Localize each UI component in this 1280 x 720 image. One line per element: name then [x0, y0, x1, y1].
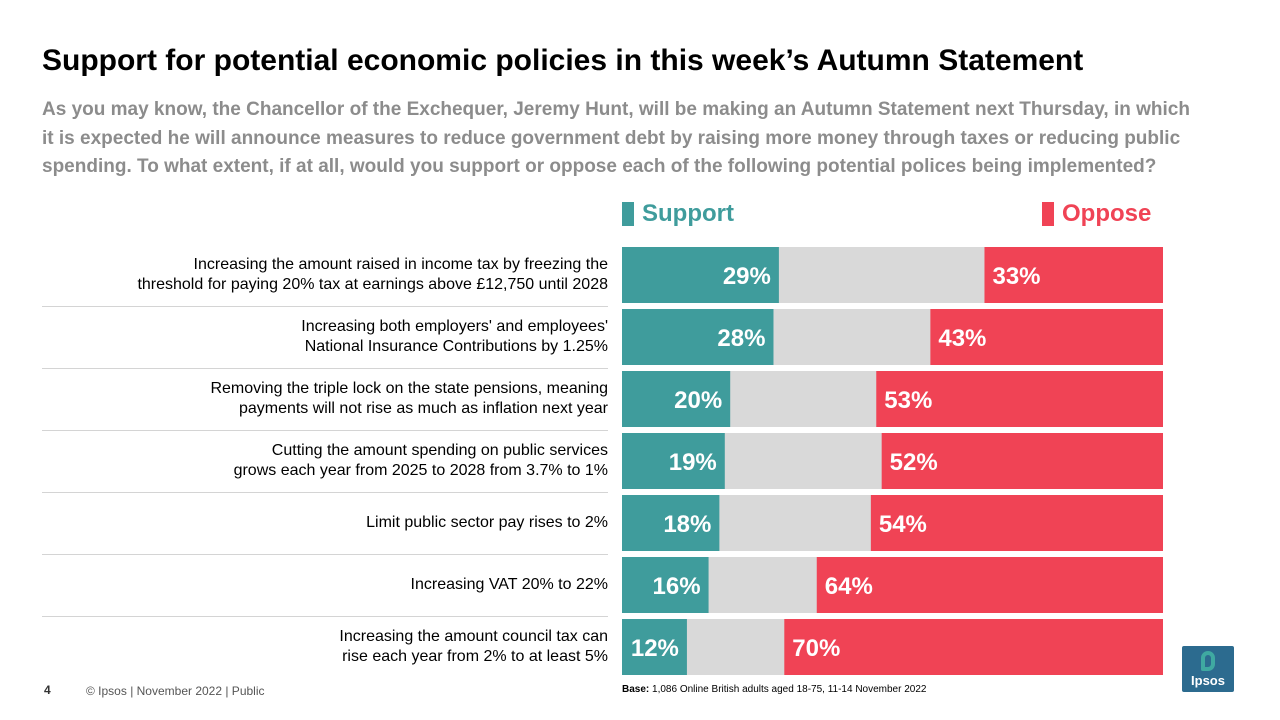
row-separator — [42, 430, 608, 431]
data-label-support: 16% — [653, 573, 701, 600]
base-text: 1,086 Online British adults aged 18-75, … — [652, 684, 927, 695]
question-text: As you may know, the Chancellor of the E… — [42, 99, 1190, 177]
data-label-oppose: 43% — [938, 325, 986, 352]
bar-support — [622, 557, 709, 613]
legend-label-support: Support — [642, 200, 734, 227]
category-label: Cutting the amount spending on public se… — [233, 442, 608, 479]
data-label-support: 29% — [723, 263, 771, 290]
legend-label-oppose: Oppose — [1062, 200, 1152, 227]
row-separator — [42, 492, 608, 493]
data-label-oppose: 70% — [792, 635, 840, 662]
bar-support — [622, 619, 687, 675]
row-separator — [42, 554, 608, 555]
copyright-text: © Ipsos | November 2022 | Public — [86, 684, 265, 698]
data-label-oppose: 64% — [825, 573, 873, 600]
legend-swatch-oppose — [1042, 202, 1054, 226]
data-label-support: 19% — [669, 449, 717, 476]
base-label: Base: — [622, 684, 650, 695]
row-separator — [42, 368, 608, 369]
data-label-oppose: 33% — [992, 263, 1040, 290]
legend-swatch-support — [622, 202, 634, 226]
data-label-oppose: 54% — [879, 511, 927, 538]
data-label-support: 20% — [674, 387, 722, 414]
data-label-support: 18% — [663, 511, 711, 538]
bar-oppose — [881, 433, 1163, 489]
bar-oppose — [984, 247, 1163, 303]
bar-oppose — [816, 557, 1163, 613]
category-label: Removing the triple lock on the state pe… — [210, 380, 608, 417]
bar-support — [622, 371, 731, 427]
data-label-oppose: 53% — [884, 387, 932, 414]
bar-oppose — [870, 495, 1163, 551]
category-label: Increasing both employers' and employees… — [301, 318, 608, 355]
bar-support — [622, 247, 779, 303]
bar-support — [622, 433, 725, 489]
category-label: Increasing the amount council tax can ri… — [339, 628, 608, 665]
data-label-oppose: 52% — [890, 449, 938, 476]
row-separator — [42, 616, 608, 617]
bar-oppose — [784, 619, 1163, 675]
bar-oppose — [876, 371, 1163, 427]
legend-oppose: Oppose — [1042, 200, 1151, 228]
bar-support — [622, 495, 720, 551]
logo-text: Ipsos — [1191, 673, 1225, 688]
ipsos-logo: Ipsos — [1182, 646, 1234, 692]
legend-support: Support — [622, 200, 734, 228]
row-separator — [42, 306, 608, 307]
bar-oppose — [930, 309, 1163, 365]
base-note: Base: 1,086 Online British adults aged 1… — [622, 684, 926, 695]
page-title: Support for potential economic policies … — [42, 44, 1084, 77]
page-number: 4 — [44, 683, 51, 697]
logo-mark-icon — [1201, 651, 1215, 671]
data-label-support: 28% — [717, 325, 765, 352]
category-label: Increasing the amount raised in income t… — [137, 256, 608, 293]
category-label: Increasing VAT 20% to 22% — [410, 576, 608, 593]
data-label-support: 12% — [631, 635, 679, 662]
bar-support — [622, 309, 774, 365]
category-label: Limit public sector pay rises to 2% — [366, 514, 608, 531]
